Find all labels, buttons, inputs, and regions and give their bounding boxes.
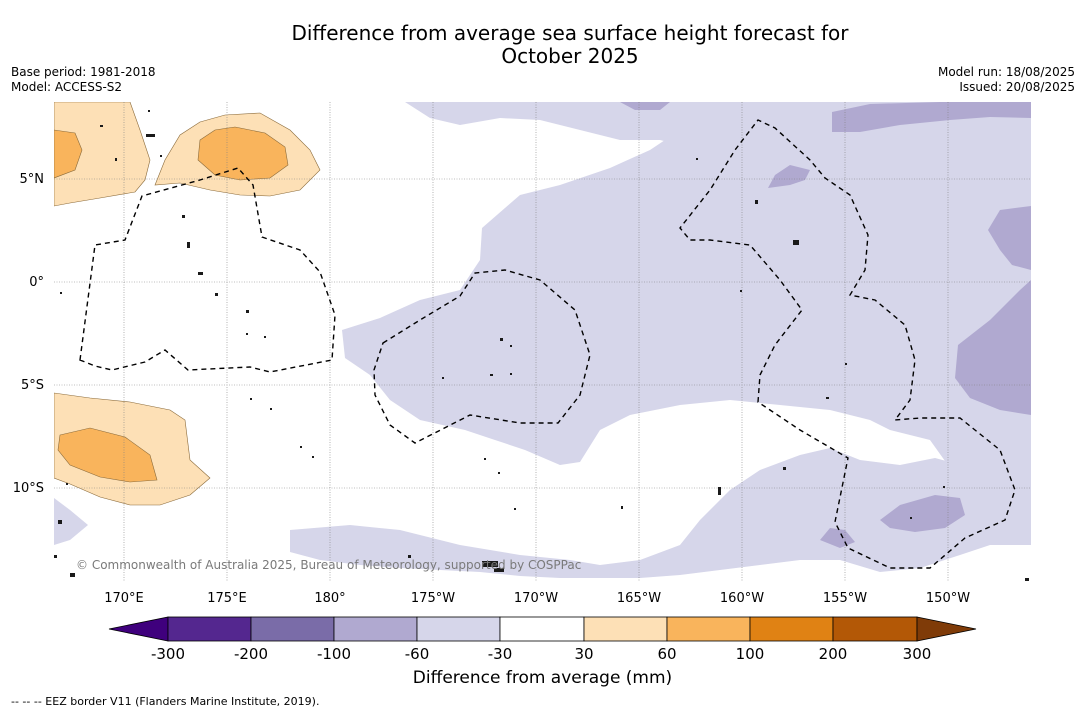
lon-label: 170°E (104, 591, 144, 606)
lat-label: 5°S (21, 378, 44, 393)
lon-label: 165°W (617, 591, 661, 606)
lat-label: 10°S (13, 481, 44, 496)
islands (54, 110, 1029, 581)
colorbar-segment (499, 616, 585, 642)
colorbar-segment (583, 616, 668, 642)
map-area (54, 102, 1031, 581)
lon-label: 175°E (207, 591, 247, 606)
graticule (54, 102, 1031, 581)
lon-label: 160°W (720, 591, 764, 606)
anomaly-light-purple (54, 102, 1031, 578)
colorbar-tick: 60 (657, 645, 676, 663)
chart-title: Difference from average sea surface heig… (0, 22, 1085, 68)
model-name: Model: ACCESS-S2 (11, 80, 123, 94)
colorbar-label: Difference from average (mm) (412, 668, 673, 688)
colorbar-tick: -200 (234, 645, 268, 663)
colorbar-segment (333, 616, 418, 642)
lon-label: 175°W (411, 591, 455, 606)
lat-label: 0° (29, 275, 44, 290)
title-line-2: October 2025 (501, 44, 639, 68)
colorbar: -300 -200 -100 -60 -30 30 60 100 200 300 (108, 616, 977, 663)
colorbar-tick: 100 (736, 645, 765, 663)
model-run: Model run: 18/08/2025 (937, 65, 1075, 79)
title-line-1: Difference from average sea surface heig… (291, 21, 849, 45)
copyright-notice: © Commonwealth of Australia 2025, Bureau… (76, 558, 582, 572)
anomaly-medium-purple (620, 102, 1031, 548)
colorbar-tick: -60 (405, 645, 430, 663)
lat-label: 5°N (20, 172, 45, 187)
colorbar-segment (666, 616, 751, 642)
colorbar-extend-low (108, 616, 169, 642)
colorbar-segment (167, 616, 252, 642)
base-period: Base period: 1981-2018 (11, 65, 156, 79)
colorbar-segment (832, 616, 918, 642)
eez-borders (79, 119, 1016, 569)
colorbar-segment (416, 616, 501, 642)
issued-date: Issued: 20/08/2025 (959, 80, 1075, 94)
colorbar-tick: -30 (488, 645, 513, 663)
colorbar-tick: 200 (819, 645, 848, 663)
eez-legend-note: -- -- -- EEZ border V11 (Flanders Marine… (11, 695, 320, 708)
colorbar-segment (749, 616, 834, 642)
anomaly-orange (54, 126, 289, 483)
colorbar-segment (250, 616, 335, 642)
meta-right: Model run: 18/08/2025 Issued: 20/08/2025 (938, 65, 1075, 95)
lon-label: 180° (314, 591, 345, 606)
lon-label: 155°W (823, 591, 867, 606)
colorbar-tick: 30 (574, 645, 593, 663)
colorbar-extend-high (916, 616, 977, 642)
colorbar-tick: -300 (151, 645, 185, 663)
colorbar-tick: 300 (903, 645, 932, 663)
lon-label: 170°W (514, 591, 558, 606)
colorbar-tick: -100 (317, 645, 351, 663)
lon-label: 150°W (926, 591, 970, 606)
meta-left: Base period: 1981-2018 Model: ACCESS-S2 (11, 65, 156, 95)
